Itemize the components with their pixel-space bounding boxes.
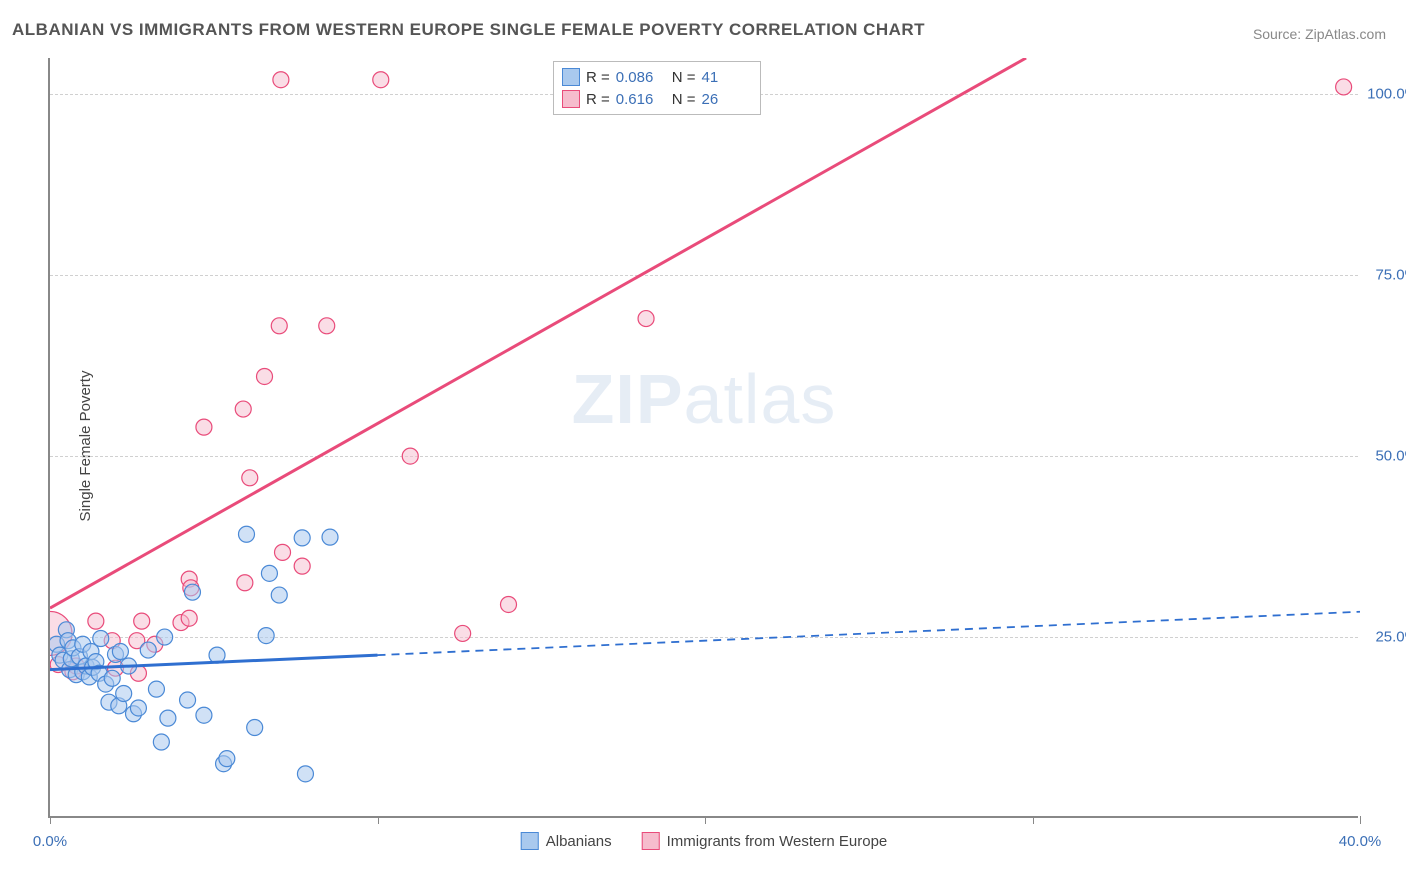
legend-label: Albanians [546,833,612,850]
stat-r-val-1: 0.086 [616,69,666,86]
legend-label: Immigrants from Western Europe [667,833,888,850]
stat-r-val-2: 0.616 [616,91,666,108]
y-tick-label: 75.0% [1363,267,1406,284]
scatter-svg [50,58,1360,818]
legend-item-albanians: Albanians [521,832,612,850]
stat-n-label: N = [672,91,696,108]
plot-area: ZIPatlas 25.0%50.0%75.0%100.0% 0.0%40.0%… [48,58,1358,818]
y-tick-label: 50.0% [1363,448,1406,465]
legend-swatch-immigrants [642,832,660,850]
stat-n-val-2: 26 [702,91,752,108]
x-tick-label: 0.0% [33,833,67,850]
x-tick-label: 40.0% [1339,833,1382,850]
legend-swatch-albanians [521,832,539,850]
chart-container: ALBANIAN VS IMMIGRANTS FROM WESTERN EURO… [0,0,1406,892]
stat-r-label: R = [586,91,610,108]
bottom-legend: Albanians Immigrants from Western Europe [521,832,888,850]
legend-stats-row-2: R = 0.616 N = 26 [562,88,752,110]
legend-item-immigrants: Immigrants from Western Europe [642,832,888,850]
stat-r-label: R = [586,69,610,86]
legend-stats-row-1: R = 0.086 N = 41 [562,66,752,88]
stat-n-val-1: 41 [702,69,752,86]
y-tick-label: 25.0% [1363,629,1406,646]
y-tick-label: 100.0% [1363,86,1406,103]
chart-title: ALBANIAN VS IMMIGRANTS FROM WESTERN EURO… [12,20,925,40]
source-attribution: Source: ZipAtlas.com [1253,26,1386,42]
stat-n-label: N = [672,69,696,86]
legend-swatch-immigrants [562,90,580,108]
legend-stats-box: R = 0.086 N = 41 R = 0.616 N = 26 [553,61,761,115]
legend-swatch-albanians [562,68,580,86]
